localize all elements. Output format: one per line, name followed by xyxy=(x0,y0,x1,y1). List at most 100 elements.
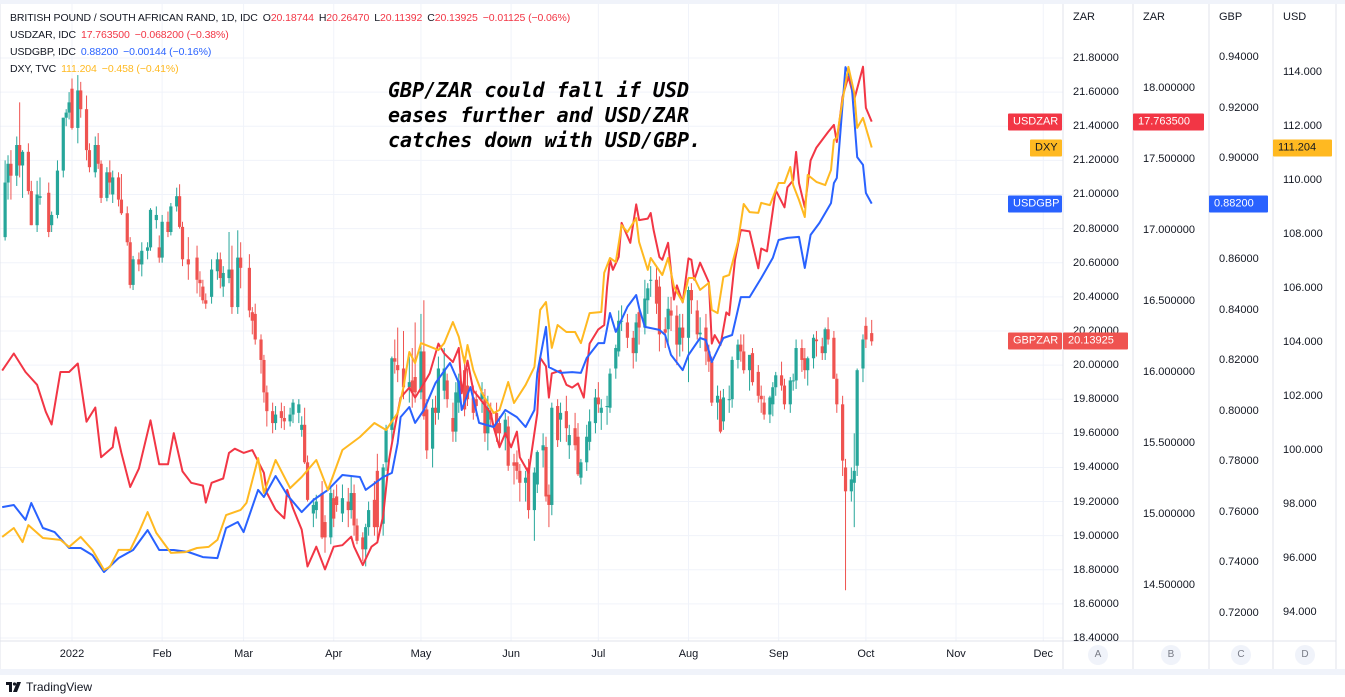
time-axis-label: Aug xyxy=(678,648,699,660)
candle-body-up xyxy=(614,348,618,369)
legend-usdgbp-name: USDGBP, IDC xyxy=(10,46,76,58)
candle-body-up xyxy=(3,182,7,238)
candle-body-up xyxy=(297,404,301,413)
candle-body-down xyxy=(710,361,714,403)
axis-a-tick-label: 20.40000 xyxy=(1073,290,1119,303)
axis-a-tick-label: 20.60000 xyxy=(1073,256,1119,269)
legend-usdzar-change: −0.068200 (−0.38%) xyxy=(134,29,229,41)
time-axis-label: Jun xyxy=(502,648,520,660)
candle-body-down xyxy=(128,242,132,285)
candle-body-up xyxy=(140,250,144,265)
legend-usdgbp-value: 0.88200 xyxy=(80,46,119,58)
axis-a-tick-label: 19.40000 xyxy=(1073,461,1119,474)
time-axis-label: Sep xyxy=(768,648,789,660)
candle-body-down xyxy=(355,525,359,541)
candle-body-up xyxy=(291,402,295,415)
candle-body-up xyxy=(314,501,318,511)
legend-high-label: H xyxy=(318,12,327,24)
axis-a-tick-label: 19.60000 xyxy=(1073,427,1119,440)
axis-d-tick-label: 104.000 xyxy=(1283,336,1323,348)
candle-body-down xyxy=(841,404,845,461)
legend-usdgbp[interactable]: USDGBP, IDC 0.88200 −0.00144 (−0.16%) xyxy=(10,45,216,59)
candle-body-down xyxy=(137,259,141,265)
candle-body-down xyxy=(870,333,874,342)
candle-body-up xyxy=(61,117,65,171)
candle-body-up xyxy=(634,322,638,354)
candle-body-up xyxy=(721,397,725,422)
legend-change: −0.01125 (−0.06%) xyxy=(482,12,571,24)
candle-body-down xyxy=(596,397,600,405)
time-axis-label: Mar xyxy=(234,648,254,660)
axis-b-last-value: 17.763500 xyxy=(1133,113,1204,131)
axis-d-scale-button[interactable]: D xyxy=(1295,645,1315,665)
axis-a-scale-button[interactable]: A xyxy=(1088,645,1108,665)
axis-c-tick-label: 0.80000 xyxy=(1219,404,1259,417)
candle-body-down xyxy=(119,199,124,214)
candle-body-up xyxy=(35,194,39,226)
candle-body-up xyxy=(486,407,490,434)
candle-body-down xyxy=(556,406,560,441)
candle-body-up xyxy=(550,407,554,505)
candle-body-down xyxy=(259,339,263,360)
candle-body-up xyxy=(678,327,682,345)
candle-body-down xyxy=(637,312,641,328)
legend-dxy[interactable]: DXY, TVC 111.204 −0.458 (−0.41%) xyxy=(10,62,184,76)
axis-b-tick-label: 15.500000 xyxy=(1143,437,1195,449)
axis-c-tick-label: 0.72000 xyxy=(1219,606,1259,619)
candle-body-down xyxy=(247,267,251,311)
candle-body-up xyxy=(698,332,702,335)
candle-body-down xyxy=(573,428,577,446)
candle-body-down xyxy=(108,172,112,183)
chart-annotation[interactable]: GBP/ZAR could fall if USD eases further a… xyxy=(388,78,701,153)
candle-body-down xyxy=(506,426,510,466)
candle-body-up xyxy=(730,359,734,400)
candle-body-up xyxy=(64,112,68,118)
axis-c-unit: GBP xyxy=(1219,11,1243,23)
candle-body-down xyxy=(832,337,836,379)
candle-body-up xyxy=(608,373,612,408)
axis-b-scale-button[interactable]: B xyxy=(1161,645,1181,665)
candle-body-up xyxy=(768,397,772,415)
candle-body-up xyxy=(727,399,731,401)
candle-body-up xyxy=(599,407,603,413)
candle-body-up xyxy=(747,354,752,371)
candle-body-down xyxy=(186,259,190,265)
axis-b-tick-label: 15.000000 xyxy=(1143,508,1195,520)
candle-body-down xyxy=(166,221,170,233)
candle-body-down xyxy=(756,371,760,396)
candle-body-down xyxy=(372,499,377,528)
axis-a-tick-label: 19.80000 xyxy=(1073,393,1119,406)
candle-body-down xyxy=(375,470,379,528)
footer-divider xyxy=(0,669,1345,675)
candle-body-up xyxy=(169,206,173,233)
axis-d-tick-label: 100.000 xyxy=(1283,444,1323,456)
legend-usdzar[interactable]: USDZAR, IDC 17.763500 −0.068200 (−0.38%) xyxy=(10,28,234,42)
axis-a-tick-label: 21.40000 xyxy=(1073,120,1119,133)
tradingview-brand[interactable]: TradingView xyxy=(6,680,92,694)
candle-body-down xyxy=(305,462,310,500)
candle-body-up xyxy=(567,435,571,446)
legend-close: 20.13925 xyxy=(434,12,478,24)
candle-body-down xyxy=(180,226,185,260)
candle-body-up xyxy=(686,290,691,338)
candle-body-down xyxy=(820,346,824,354)
annotation-line: eases further and USD/ZAR xyxy=(388,103,690,127)
legend-dxy-name: DXY, TVC xyxy=(10,63,57,75)
axis-d-tick-label: 102.000 xyxy=(1283,390,1323,402)
candle-body-up xyxy=(340,498,345,514)
candle-body-down xyxy=(29,191,33,226)
legend-low: 20.11392 xyxy=(380,12,423,24)
candle-body-up xyxy=(407,382,411,388)
axis-c-scale-button[interactable]: C xyxy=(1231,645,1251,665)
candle-body-up xyxy=(111,177,115,195)
candle-body-up xyxy=(430,407,435,449)
candle-body-up xyxy=(381,467,385,524)
candle-body-down xyxy=(759,395,763,400)
candle-body-up xyxy=(367,510,371,528)
candle-body-down xyxy=(352,493,356,526)
candle-body-up xyxy=(771,387,775,405)
legend-usdgbp-change: −0.00144 (−0.16%) xyxy=(123,46,212,58)
candle-body-up xyxy=(454,392,458,432)
axis-c-tick-label: 0.92000 xyxy=(1219,101,1259,114)
